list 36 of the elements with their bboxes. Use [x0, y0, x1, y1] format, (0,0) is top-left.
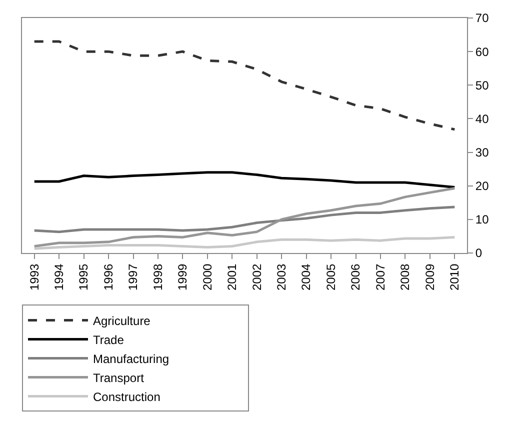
- y-tick-label: 60: [475, 44, 490, 59]
- line-series: [33, 186, 456, 248]
- y-tick-label: 50: [475, 78, 490, 92]
- x-tick-label: 2009: [422, 263, 437, 291]
- line-series: [33, 236, 456, 250]
- y-tick-label: 20: [475, 179, 490, 194]
- y-tick-label: 70: [475, 11, 490, 26]
- legend-label: Agriculture: [93, 314, 151, 328]
- line-series: [33, 40, 456, 131]
- x-tick-label: 1997: [126, 263, 140, 291]
- y-tick-label: 10: [475, 212, 490, 227]
- x-tick-label: 2006: [348, 263, 363, 291]
- x-tick-label: 1993: [27, 263, 42, 291]
- x-tick-label: 1998: [150, 263, 165, 291]
- legend-label: Manufacturing: [93, 352, 170, 366]
- x-tick-label: 1999: [176, 263, 190, 291]
- y-tick-label: 0: [475, 246, 482, 260]
- y-tick-label: 40: [475, 112, 490, 126]
- line-series: [33, 206, 456, 234]
- legend-label: Construction: [93, 390, 160, 404]
- legend-label: Transport: [93, 370, 145, 385]
- x-tick-label: 1994: [52, 263, 66, 291]
- line-series: [33, 171, 456, 188]
- x-tick-label: 2001: [225, 263, 240, 291]
- x-tick-label: 2007: [373, 263, 388, 291]
- x-tick-label: 2008: [398, 263, 412, 291]
- x-tick-label: 1996: [101, 263, 116, 291]
- x-tick-label: 2005: [324, 263, 338, 291]
- x-tick-label: 2004: [299, 263, 314, 291]
- x-tick-label: 2002: [250, 263, 264, 291]
- y-tick-label: 30: [475, 145, 490, 160]
- legend-label: Trade: [93, 332, 124, 347]
- x-tick-label: 2000: [200, 263, 214, 291]
- x-tick-label: 1995: [76, 263, 91, 291]
- x-tick-label: 2010: [448, 263, 462, 291]
- x-tick-label: 2003: [274, 263, 288, 291]
